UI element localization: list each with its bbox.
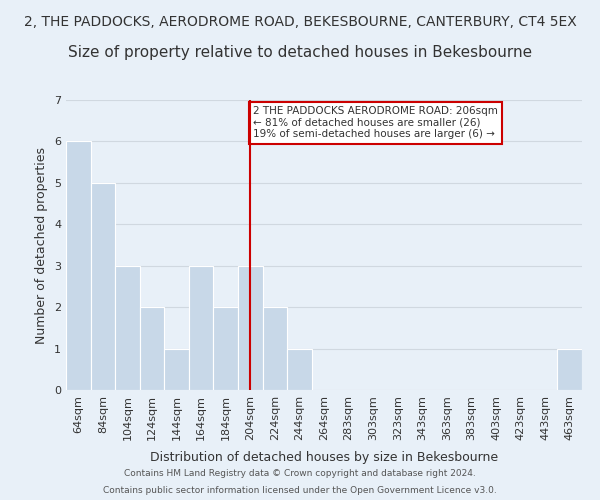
X-axis label: Distribution of detached houses by size in Bekesbourne: Distribution of detached houses by size … <box>150 451 498 464</box>
Y-axis label: Number of detached properties: Number of detached properties <box>35 146 49 344</box>
Bar <box>263 307 287 390</box>
Bar <box>287 348 312 390</box>
Text: 2 THE PADDOCKS AERODROME ROAD: 206sqm
← 81% of detached houses are smaller (26)
: 2 THE PADDOCKS AERODROME ROAD: 206sqm ← … <box>253 106 497 140</box>
Text: Contains HM Land Registry data © Crown copyright and database right 2024.: Contains HM Land Registry data © Crown c… <box>124 468 476 477</box>
Text: Contains public sector information licensed under the Open Government Licence v3: Contains public sector information licen… <box>103 486 497 495</box>
Bar <box>66 142 91 390</box>
Bar <box>189 266 214 390</box>
Text: 2, THE PADDOCKS, AERODROME ROAD, BEKESBOURNE, CANTERBURY, CT4 5EX: 2, THE PADDOCKS, AERODROME ROAD, BEKESBO… <box>23 15 577 29</box>
Bar <box>140 307 164 390</box>
Bar <box>214 307 238 390</box>
Bar <box>91 183 115 390</box>
Bar <box>164 348 189 390</box>
Bar <box>238 266 263 390</box>
Text: Size of property relative to detached houses in Bekesbourne: Size of property relative to detached ho… <box>68 45 532 60</box>
Bar <box>115 266 140 390</box>
Bar <box>557 348 582 390</box>
